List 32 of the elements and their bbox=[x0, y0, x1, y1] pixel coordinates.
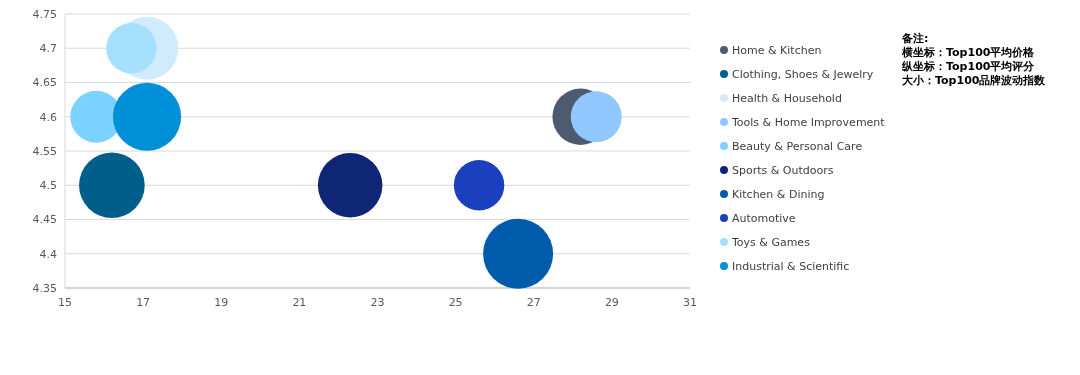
y-tick-label: 4.35 bbox=[32, 281, 57, 295]
x-tick-label: 25 bbox=[448, 296, 463, 309]
y-tick-label: 4.4 bbox=[39, 247, 57, 261]
text: 纵坐标：Top100平均评分 bbox=[901, 60, 1036, 73]
legend-label: Automotive bbox=[732, 211, 796, 225]
legend-label: Tools & Home Improvement bbox=[731, 115, 886, 129]
legend-label: Kitchen & Dining bbox=[732, 187, 825, 201]
legend-label: Beauty & Personal Care bbox=[732, 139, 863, 153]
x-tick-label: 21 bbox=[292, 296, 307, 309]
y-tick-label: 4.45 bbox=[32, 213, 57, 227]
y-tick-label: 4.6 bbox=[39, 110, 57, 124]
legend-label: Health & Household bbox=[732, 91, 842, 105]
x-tick-label: 27 bbox=[526, 296, 541, 309]
legend-label: Industrial & Scientific bbox=[732, 259, 850, 273]
x-tick-label: 19 bbox=[214, 296, 229, 309]
y-tick-label: 4.75 bbox=[32, 7, 57, 21]
x-tick-label: 17 bbox=[136, 296, 151, 309]
y-tick-label: 4.55 bbox=[32, 144, 57, 158]
legend-label: Home & Kitchen bbox=[732, 43, 822, 57]
text: 备注: bbox=[901, 32, 929, 45]
y-tick-label: 4.7 bbox=[39, 42, 57, 56]
text: 横坐标：Top100平均价格 bbox=[901, 46, 1036, 59]
y-tick-label: 4.65 bbox=[32, 76, 57, 90]
y-tick-label: 4.5 bbox=[39, 179, 57, 193]
x-tick-label: 31 bbox=[683, 296, 697, 309]
x-tick-label: 23 bbox=[370, 296, 385, 309]
x-tick-label: 15 bbox=[58, 296, 72, 309]
text: 大小：Top100品牌波动指数 bbox=[902, 74, 1047, 87]
x-tick-label: 29 bbox=[604, 296, 619, 309]
legend-label: Clothing, Shoes & Jewelry bbox=[732, 67, 874, 81]
legend-label: Sports & Outdoors bbox=[732, 163, 834, 177]
legend-label: Toys & Games bbox=[731, 235, 811, 249]
